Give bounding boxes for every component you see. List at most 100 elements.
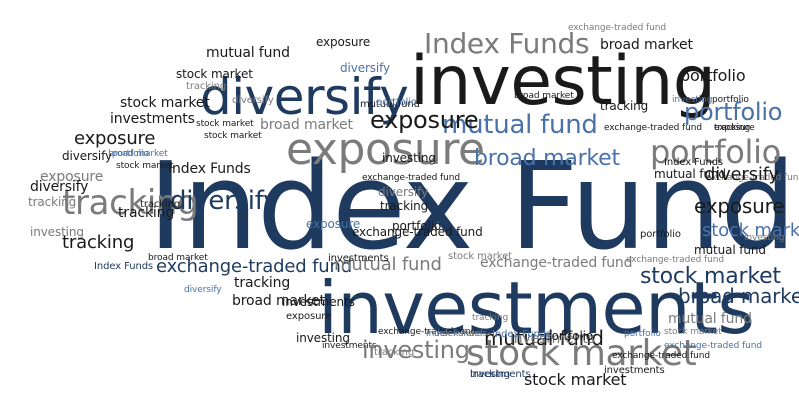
cloud-word: exposure	[306, 217, 361, 231]
cloud-word: portfolio	[376, 97, 417, 108]
cloud-word: investments	[282, 295, 355, 309]
cloud-word: tracking	[28, 195, 77, 209]
cloud-word: tracking	[600, 99, 649, 113]
cloud-word: stock market	[702, 220, 799, 241]
cloud-word: mutual fund	[360, 99, 420, 110]
cloud-word: tracking	[118, 205, 175, 221]
cloud-word: Index Funds	[424, 27, 590, 60]
cloud-word: broad market	[514, 91, 574, 101]
cloud-word: broad market	[678, 284, 799, 308]
cloud-word: tracking	[374, 347, 415, 358]
cloud-word: stock market	[466, 333, 697, 374]
cloud-word: Index Funds	[664, 157, 724, 168]
cloud-word: diversify	[200, 68, 409, 126]
cloud-word: investing	[382, 151, 436, 165]
cloud-word: investments	[604, 365, 665, 376]
cloud-word: diversify	[184, 285, 222, 295]
cloud-word: diversify	[232, 95, 274, 106]
cloud-word: portfolio	[392, 219, 442, 233]
cloud-word: exposure	[40, 169, 104, 185]
cloud-word: exchange-traded fund	[378, 327, 476, 337]
cloud-word: exchange-traded fund	[604, 123, 702, 133]
cloud-word: investments	[318, 266, 755, 350]
cloud-word: stock market	[120, 95, 210, 111]
cloud-word: exchange-traded fund	[156, 256, 352, 277]
cloud-word: exposure	[714, 123, 755, 133]
cloud-word: stock market	[664, 327, 722, 337]
cloud-word: exposure	[286, 311, 332, 322]
cloud-word: stock market	[640, 264, 781, 289]
cloud-word: investments	[322, 341, 377, 351]
cloud-word: stock market	[176, 67, 253, 81]
cloud-word: exchange-traded fund	[480, 255, 633, 271]
cloud-word: exposure	[286, 124, 485, 175]
cloud-word: tracking	[140, 199, 181, 210]
cloud-word: tracking	[714, 123, 751, 133]
cloud-word: exchange-traded fund	[706, 173, 799, 183]
cloud-word: investing	[410, 42, 716, 121]
cloud-word: exposure	[694, 194, 785, 218]
cloud-word: diversify	[30, 179, 89, 195]
cloud-word: exchange-traded fund	[352, 225, 483, 239]
cloud-word: exposure	[316, 35, 371, 49]
cloud-word: tracking	[380, 199, 429, 213]
cloud-word: broad market	[260, 117, 353, 133]
cloud-word: Index Funds	[148, 138, 799, 277]
cloud-word: mutual fund	[668, 311, 752, 327]
cloud-word: mutual fund	[334, 254, 442, 275]
cloud-word: tracking	[234, 275, 291, 291]
cloud-word: diversify	[62, 149, 112, 163]
cloud-word: investments	[328, 253, 389, 264]
cloud-word: mutual fund	[484, 326, 604, 350]
cloud-word: exchange-traded fund	[664, 341, 762, 351]
cloud-word: stock market	[116, 161, 174, 171]
cloud-word: mutual fund	[654, 167, 726, 181]
cloud-word: stock market	[196, 119, 254, 129]
cloud-word: portfolio	[544, 329, 594, 343]
cloud-word: portfolio	[712, 95, 749, 105]
cloud-word: Index Funds	[426, 329, 480, 339]
cloud-word: investing	[30, 225, 84, 239]
cloud-word: stock market	[524, 370, 627, 389]
cloud-word: investing	[296, 331, 350, 345]
cloud-word: Index Funds	[94, 261, 154, 272]
cloud-word: portfolio	[684, 98, 783, 126]
cloud-word: Index Funds	[492, 329, 552, 340]
cloud-word: portfolio	[680, 66, 746, 85]
cloud-word: investing	[672, 95, 713, 105]
cloud-word: portfolio	[650, 133, 781, 171]
cloud-word: investments	[510, 331, 595, 347]
cloud-word: mutual fund	[206, 45, 290, 61]
cloud-word: portfolio	[624, 329, 661, 339]
cloud-word: exchange-traded fund	[612, 351, 710, 361]
cloud-word: portfolio	[112, 149, 149, 159]
cloud-word: diversify	[378, 185, 428, 199]
cloud-word: tracking	[186, 81, 227, 92]
cloud-word: exchange-traded fund	[626, 255, 724, 265]
cloud-word: exposure	[74, 128, 156, 149]
cloud-word: broad market	[148, 253, 208, 263]
cloud-word: exchange-traded fund	[568, 23, 666, 33]
cloud-word: tracking	[472, 313, 509, 323]
cloud-word: investing	[362, 336, 470, 364]
cloud-word: exposure	[370, 106, 479, 134]
cloud-word: Index Funds	[168, 161, 251, 177]
cloud-word: tracking	[62, 183, 199, 223]
cloud-word: mutual fund	[694, 243, 766, 257]
cloud-word: exchange-traded fund	[362, 173, 460, 183]
cloud-word: diversify	[170, 186, 279, 216]
cloud-word: broad market	[474, 146, 620, 171]
cloud-word: diversify	[704, 164, 779, 185]
cloud-word: tracking	[62, 232, 135, 253]
cloud-word: stock market	[204, 131, 262, 141]
cloud-word: investing	[744, 233, 785, 243]
cloud-word: broad market	[108, 149, 168, 159]
cloud-word: stock market	[448, 251, 513, 262]
cloud-word: diversify	[340, 61, 390, 75]
cloud-word: Index Funds	[434, 329, 488, 339]
cloud-word: investments	[470, 369, 531, 380]
cloud-word: broad market	[600, 37, 693, 53]
cloud-word: broad market	[232, 293, 325, 309]
cloud-word: mutual fund	[442, 110, 598, 140]
